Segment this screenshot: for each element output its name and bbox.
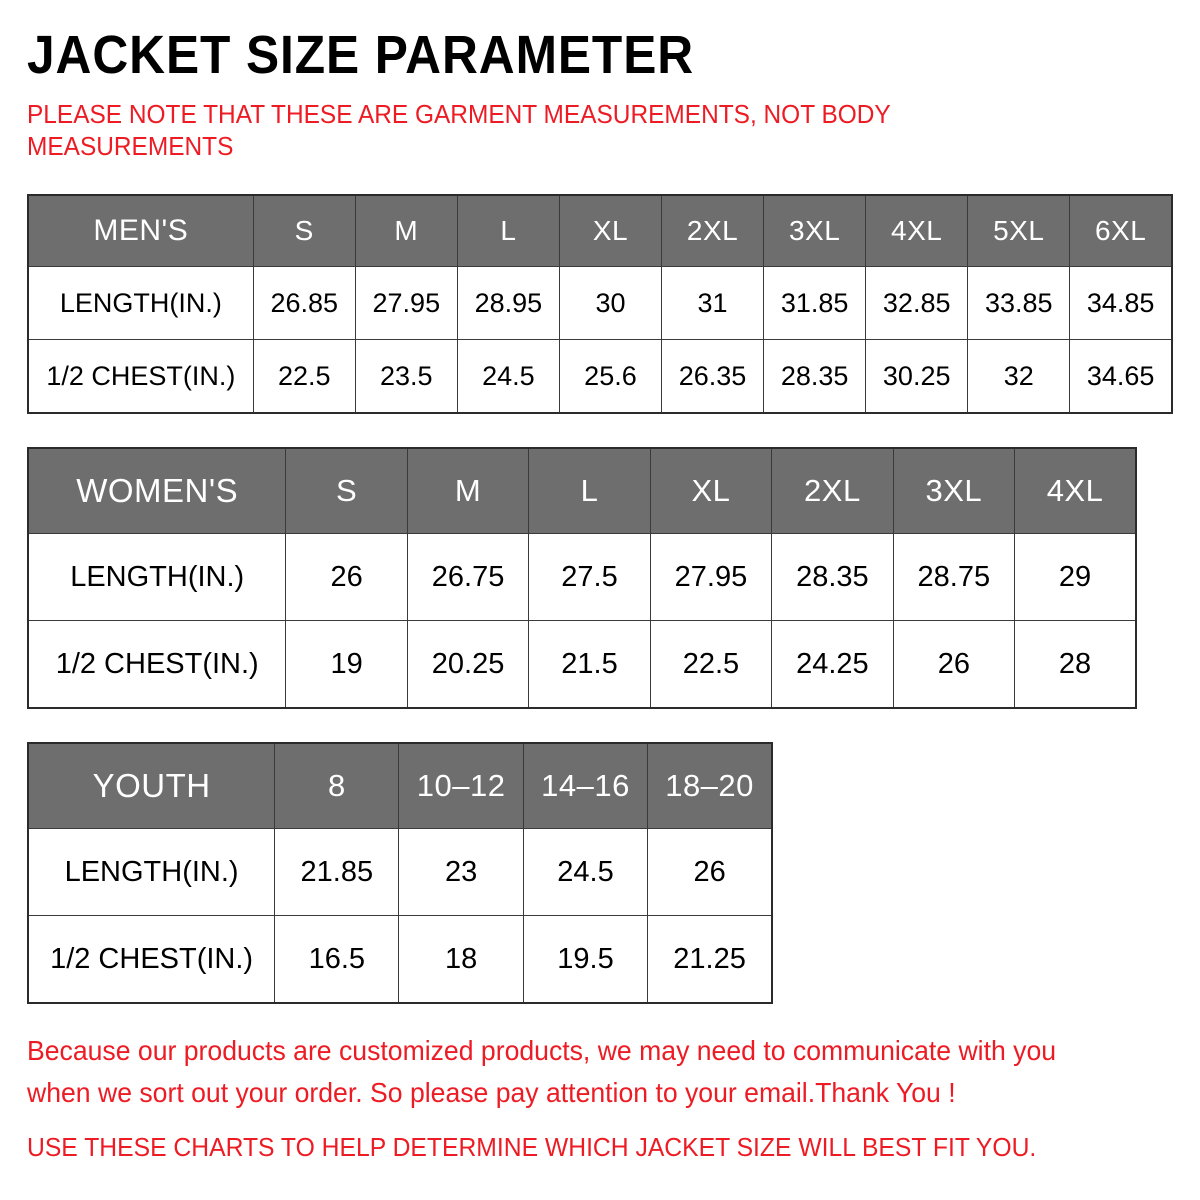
womens-chest-xl: 22.5 [649, 620, 773, 709]
mens-col-l: L [456, 194, 560, 267]
mens-chest-3xl: 28.35 [763, 339, 867, 414]
mens-chest-4xl: 30.25 [865, 339, 969, 414]
mens-length-6xl: 34.85 [1069, 266, 1173, 340]
mens-chest-xl: 25.6 [558, 339, 663, 414]
mens-chest-m: 23.5 [354, 339, 458, 414]
mens-chest-label: 1/2 CHEST(IN.) [27, 339, 254, 414]
mens-col-s: S [252, 194, 356, 267]
chart-usage-note: USE THESE CHARTS TO HELP DETERMINE WHICH… [27, 1132, 1037, 1162]
table-row: LENGTH(IN.) 21.85 23 24.5 26 [27, 828, 773, 916]
womens-length-label: LENGTH(IN.) [27, 533, 287, 621]
womens-length-m: 26.75 [406, 533, 530, 621]
mens-length-xl: 30 [558, 266, 663, 340]
mens-length-label: LENGTH(IN.) [27, 266, 254, 340]
womens-col-l: L [528, 447, 651, 534]
mens-chest-2xl: 26.35 [660, 339, 765, 414]
mens-length-l: 28.95 [456, 266, 560, 340]
womens-col-m: M [406, 447, 530, 534]
mens-col-6xl: 6XL [1069, 194, 1173, 267]
youth-chest-label: 1/2 CHEST(IN.) [27, 915, 276, 1004]
womens-length-l: 27.5 [528, 533, 651, 621]
youth-length-18-20: 26 [647, 828, 773, 916]
mens-length-3xl: 31.85 [763, 266, 867, 340]
youth-col-18-20: 18–20 [647, 742, 773, 829]
womens-col-xl: XL [649, 447, 773, 534]
mens-header-label: MEN'S [27, 194, 254, 267]
mens-col-4xl: 4XL [865, 194, 969, 267]
womens-length-3xl: 28.75 [892, 533, 1016, 621]
youth-col-10-12: 10–12 [398, 742, 524, 829]
womens-header-label: WOMEN'S [27, 447, 287, 534]
womens-col-3xl: 3XL [892, 447, 1016, 534]
youth-chest-8: 16.5 [274, 915, 400, 1004]
womens-col-4xl: 4XL [1014, 447, 1137, 534]
mens-header-row: MEN'S S M L XL 2XL 3XL 4XL 5XL 6XL [27, 194, 1173, 267]
womens-chest-s: 19 [285, 620, 408, 709]
mens-col-2xl: 2XL [660, 194, 765, 267]
womens-chest-3xl: 26 [892, 620, 1016, 709]
womens-length-s: 26 [285, 533, 408, 621]
garment-measurement-note: PLEASE NOTE THAT THESE ARE GARMENT MEASU… [27, 99, 891, 161]
mens-length-4xl: 32.85 [865, 266, 969, 340]
mens-chest-6xl: 34.65 [1069, 339, 1173, 414]
mens-length-2xl: 31 [660, 266, 765, 340]
mens-chest-s: 22.5 [252, 339, 356, 414]
womens-length-xl: 27.95 [649, 533, 773, 621]
table-row: 1/2 CHEST(IN.) 22.5 23.5 24.5 25.6 26.35… [27, 339, 1173, 414]
mens-chest-l: 24.5 [456, 339, 560, 414]
mens-col-3xl: 3XL [763, 194, 867, 267]
womens-col-2xl: 2XL [771, 447, 894, 534]
womens-chest-l: 21.5 [528, 620, 651, 709]
mens-chest-5xl: 32 [967, 339, 1071, 414]
table-row: LENGTH(IN.) 26.85 27.95 28.95 30 31 31.8… [27, 266, 1173, 340]
mens-size-table: MEN'S S M L XL 2XL 3XL 4XL 5XL 6XL LENGT… [27, 194, 1173, 414]
womens-chest-4xl: 28 [1014, 620, 1137, 709]
mens-length-5xl: 33.85 [967, 266, 1071, 340]
youth-chest-10-12: 18 [398, 915, 524, 1004]
youth-size-table: YOUTH 8 10–12 14–16 18–20 LENGTH(IN.) 21… [27, 742, 773, 1004]
page-title: JACKET SIZE PARAMETER [27, 25, 695, 85]
table-row: 1/2 CHEST(IN.) 19 20.25 21.5 22.5 24.25 … [27, 620, 1137, 709]
table-row: 1/2 CHEST(IN.) 16.5 18 19.5 21.25 [27, 915, 773, 1004]
womens-header-row: WOMEN'S S M L XL 2XL 3XL 4XL [27, 447, 1137, 534]
youth-col-14-16: 14–16 [522, 742, 649, 829]
mens-col-5xl: 5XL [967, 194, 1071, 267]
table-row: LENGTH(IN.) 26 26.75 27.5 27.95 28.35 28… [27, 533, 1137, 621]
youth-header-row: YOUTH 8 10–12 14–16 18–20 [27, 742, 773, 829]
womens-length-4xl: 29 [1014, 533, 1137, 621]
youth-col-8: 8 [274, 742, 400, 829]
mens-col-m: M [354, 194, 458, 267]
womens-chest-m: 20.25 [406, 620, 530, 709]
womens-chest-label: 1/2 CHEST(IN.) [27, 620, 287, 709]
youth-header-label: YOUTH [27, 742, 276, 829]
youth-chest-18-20: 21.25 [647, 915, 773, 1004]
womens-length-2xl: 28.35 [771, 533, 894, 621]
mens-col-xl: XL [558, 194, 663, 267]
youth-length-10-12: 23 [398, 828, 524, 916]
customization-note: Because our products are customized prod… [27, 1035, 1057, 1108]
mens-length-m: 27.95 [354, 266, 458, 340]
womens-col-s: S [285, 447, 408, 534]
youth-chest-14-16: 19.5 [522, 915, 649, 1004]
youth-length-14-16: 24.5 [522, 828, 649, 916]
womens-size-table: WOMEN'S S M L XL 2XL 3XL 4XL LENGTH(IN.)… [27, 447, 1137, 709]
womens-chest-2xl: 24.25 [771, 620, 894, 709]
youth-length-label: LENGTH(IN.) [27, 828, 276, 916]
mens-length-s: 26.85 [252, 266, 356, 340]
youth-length-8: 21.85 [274, 828, 400, 916]
